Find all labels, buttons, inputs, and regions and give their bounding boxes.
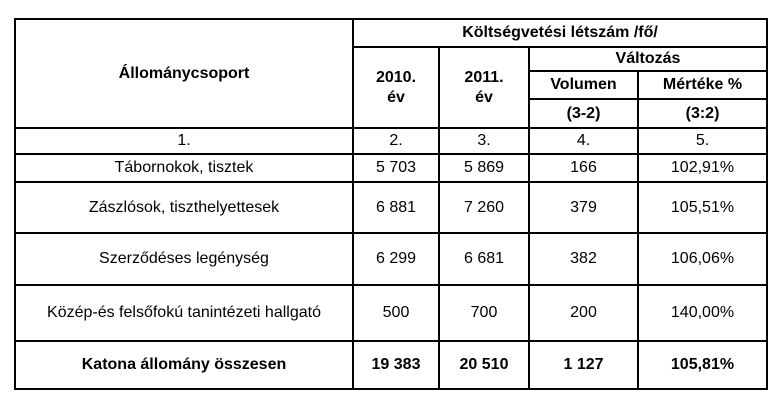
value-volumen: 382 (528, 232, 639, 286)
headcount-table: Állománycsoport Költségvetési létszám /f… (14, 18, 768, 390)
column-subheader-volumen-formula: (3-2) (528, 98, 639, 129)
value-merteke: 102,91% (637, 153, 768, 183)
row-label: Tábornokok, tisztek (14, 153, 354, 183)
value-volumen: 166 (528, 153, 639, 183)
column-header-2010-ev: 2010. év (352, 46, 440, 129)
value-2011: 6 681 (438, 232, 530, 286)
value-2010: 6 299 (352, 232, 440, 286)
value-2011: 7 260 (438, 181, 530, 234)
value-volumen: 1 127 (528, 340, 639, 390)
value-2010: 500 (352, 284, 440, 342)
column-number-2: 2. (352, 127, 440, 155)
value-2010: 6 881 (352, 181, 440, 234)
column-header-allomanycsoport: Állománycsoport (14, 18, 354, 129)
value-2011: 5 869 (438, 153, 530, 183)
table-row-kozep-felsofoku: Közép-és felsőfokú tanintézeti hallgató … (14, 284, 768, 342)
value-merteke: 106,06% (637, 232, 768, 286)
row-label: Szerződéses legénység (14, 232, 354, 286)
table-row-zaszlosok: Zászlósok, tiszthelyettesek 6 881 7 260 … (14, 181, 768, 234)
column-number-1: 1. (14, 127, 354, 155)
row-label: Közép-és felsőfokú tanintézeti hallgató (14, 284, 354, 342)
value-2011: 20 510 (438, 340, 530, 390)
column-subheader-merteke-formula: (3:2) (637, 98, 768, 129)
column-number-4: 4. (528, 127, 639, 155)
table-row-szerzodeses: Szerződéses legénység 6 299 6 681 382 10… (14, 232, 768, 286)
column-group-header-koltsegvetesi: Költségvetési létszám /fő/ (352, 18, 768, 48)
column-group-header-valtozas: Változás (528, 46, 768, 72)
column-number-5: 5. (637, 127, 768, 155)
column-header-merteke: Mértéke % (637, 70, 768, 100)
column-number-3: 3. (438, 127, 530, 155)
value-2010: 5 703 (352, 153, 440, 183)
value-volumen: 200 (528, 284, 639, 342)
value-2010: 19 383 (352, 340, 440, 390)
column-header-volumen: Volumen (528, 70, 639, 100)
row-label: Katona állomány összesen (14, 340, 354, 390)
value-merteke: 140,00% (637, 284, 768, 342)
value-merteke: 105,51% (637, 181, 768, 234)
column-header-2011-ev: 2011. év (438, 46, 530, 129)
table-row-totals: Katona állomány összesen 19 383 20 510 1… (14, 340, 768, 390)
value-2011: 700 (438, 284, 530, 342)
table-row-tabornokok: Tábornokok, tisztek 5 703 5 869 166 102,… (14, 153, 768, 183)
column-numbering-row: 1. 2. 3. 4. 5. (14, 127, 768, 155)
value-volumen: 379 (528, 181, 639, 234)
value-merteke: 105,81% (637, 340, 768, 390)
row-label: Zászlósok, tiszthelyettesek (14, 181, 354, 234)
